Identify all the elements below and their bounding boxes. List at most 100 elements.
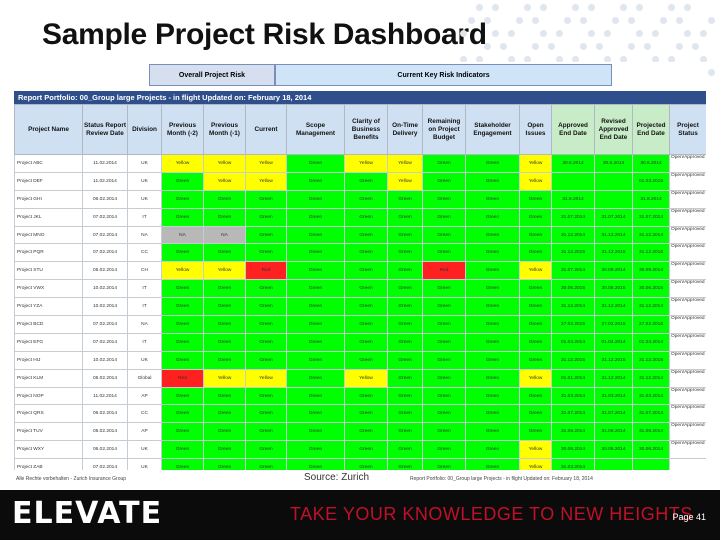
table-cell: 31.12.2015: [632, 350, 670, 370]
table-cell: Open/Approved: [669, 422, 706, 442]
table-cell: 31.12.2014: [594, 368, 633, 388]
decorative-dot: [604, 30, 611, 37]
risk-indicator-cell: Green: [161, 207, 204, 227]
table-cell: Open/Approved: [669, 171, 706, 191]
table-cell: IT: [127, 297, 162, 317]
table-cell: [669, 458, 706, 470]
table-cell: Open/Approved: [669, 350, 706, 370]
decorative-dot: [484, 43, 491, 50]
risk-indicator-cell: Yellow: [344, 368, 388, 388]
decorative-dot: [460, 56, 467, 63]
risk-indicator-cell: Green: [245, 422, 287, 442]
risk-indicator-cell: Yellow: [344, 154, 388, 173]
table-cell: IT: [127, 279, 162, 299]
table-cell: 30.6.2014: [551, 154, 595, 173]
key-risk-indicators-band: Current Key Risk Indicators: [275, 64, 612, 86]
decorative-dot: [468, 17, 475, 24]
table-cell: 31.08.2014: [594, 422, 633, 442]
decorative-dot: [500, 43, 507, 50]
table-cell: 31.03.2014: [551, 458, 595, 470]
overall-risk-band: Overall Project Risk: [149, 64, 275, 86]
table-cell: 31.07.2014: [594, 404, 633, 424]
risk-indicator-cell: Green: [422, 368, 466, 388]
risk-indicator-cell: Yellow: [203, 261, 246, 281]
table-cell: 31.03.2014: [632, 386, 670, 406]
risk-indicator-cell: Red: [422, 261, 466, 281]
risk-indicator-cell: Green: [286, 279, 345, 299]
risk-indicator-cell: Yellow: [161, 154, 204, 173]
table-cell: 31.8.2014: [632, 189, 670, 209]
risk-indicator-cell: Green: [422, 386, 466, 406]
risk-indicator-cell: Green: [519, 386, 552, 406]
table-cell: 31.12.2014: [551, 297, 595, 317]
decorative-dot: [484, 17, 491, 24]
risk-indicator-cell: Yellow: [203, 368, 246, 388]
table-cell: 30.6.2014: [632, 154, 670, 173]
footer-bar: ELEVATE TAKE YOUR KNOWLEDGE TO NEW HEIGH…: [0, 490, 720, 540]
portfolio-banner: Report Portfolio: 00_Group large Project…: [14, 91, 706, 104]
risk-indicator-cell: Green: [422, 207, 466, 227]
footnote-left: Alle Rechte vorbehalten - Zurich Insuran…: [16, 476, 127, 482]
table-cell: 31.07.2014: [632, 207, 670, 227]
risk-indicator-cell: Green: [465, 171, 520, 191]
risk-indicator-cell: Green: [422, 422, 466, 442]
risk-indicator-cell: Green: [387, 261, 423, 281]
decorative-dot: [652, 30, 659, 37]
risk-indicator-cell: Green: [245, 440, 287, 460]
column-header: Clarity of Business Benefits: [344, 104, 388, 155]
decorative-dot-pattern: [460, 0, 720, 80]
table-cell: AP: [127, 422, 162, 442]
decorative-dot: [508, 56, 515, 63]
risk-indicator-cell: Green: [245, 207, 287, 227]
table-row: Project MNO 07.02.2014 NA NA NA Green Green Gre…: [14, 225, 706, 245]
table-cell: 07.02.2014: [82, 332, 128, 352]
table-cell: 31.12.2014: [594, 225, 633, 245]
footnote-right: Report Portfolio: 00_Group large Project…: [410, 476, 593, 482]
table-cell: UK: [127, 171, 162, 191]
risk-indicator-cell: Green: [387, 243, 423, 263]
table-row: Project TUV 05.02.2014 AP Green Green Green Gr…: [14, 422, 706, 442]
risk-indicator-cell: Green: [203, 207, 246, 227]
decorative-dot: [476, 4, 483, 11]
risk-indicator-cell: Green: [519, 297, 552, 317]
risk-indicator-cell: Green: [465, 315, 520, 334]
table-cell: 07.02.2014: [82, 243, 128, 263]
risk-indicator-cell: Green: [245, 350, 287, 370]
risk-indicator-cell: Green: [465, 386, 520, 406]
decorative-dot: [596, 43, 603, 50]
risk-indicator-cell: Yellow: [519, 154, 552, 173]
risk-indicator-cell: Yellow: [519, 171, 552, 191]
risk-indicator-cell: NA: [203, 225, 246, 245]
column-header: On-Time Delivery: [387, 104, 423, 155]
table-cell: NA: [127, 315, 162, 334]
risk-indicator-cell: Green: [286, 225, 345, 245]
table-cell: 30.06.2015: [594, 279, 633, 299]
risk-indicator-cell: Green: [387, 386, 423, 406]
table-cell: 05.02.2014: [82, 422, 128, 442]
decorative-dot: [620, 4, 627, 11]
risk-indicator-cell: Green: [161, 315, 204, 334]
risk-indicator-cell: Green: [161, 332, 204, 352]
table-cell: Project ZAB: [14, 458, 83, 470]
table-row: Project BCD 07.02.2014 NA Green Green Green Gr…: [14, 315, 706, 334]
risk-indicator-cell: Yellow: [519, 458, 552, 470]
table-body: Project ABC 11.02.2014 UK Yellow Yellow Yello…: [14, 154, 706, 470]
table-row: Project STU 05.02.2014 CH Yellow Yellow Red Gr…: [14, 261, 706, 281]
risk-indicator-cell: Green: [465, 350, 520, 370]
decorative-dot: [532, 43, 539, 50]
table-cell: 07.02.2014: [82, 225, 128, 245]
risk-indicator-cell: Green: [161, 279, 204, 299]
table-row: Project HIJ 10.02.2014 UK Green Green Green Gr…: [14, 350, 706, 370]
decorative-dot: [540, 4, 547, 11]
risk-indicator-cell: Green: [344, 315, 388, 334]
table-row: Project ABC 11.02.2014 UK Yellow Yellow Yello…: [14, 154, 706, 173]
risk-indicator-cell: Green: [344, 189, 388, 209]
table-cell: Open/Approved: [669, 404, 706, 424]
risk-indicator-cell: Green: [161, 404, 204, 424]
table-cell: 11.02.2014: [82, 386, 128, 406]
table-row: Project JKL 07.02.2014 IT Green Green Green Gr…: [14, 207, 706, 227]
table-cell: 31.8.2014: [551, 189, 595, 209]
table-cell: Project WXY: [14, 440, 83, 460]
risk-indicator-cell: NA: [161, 225, 204, 245]
table-row: Project PQR 07.02.2014 CC Green Green Green Gr…: [14, 243, 706, 263]
